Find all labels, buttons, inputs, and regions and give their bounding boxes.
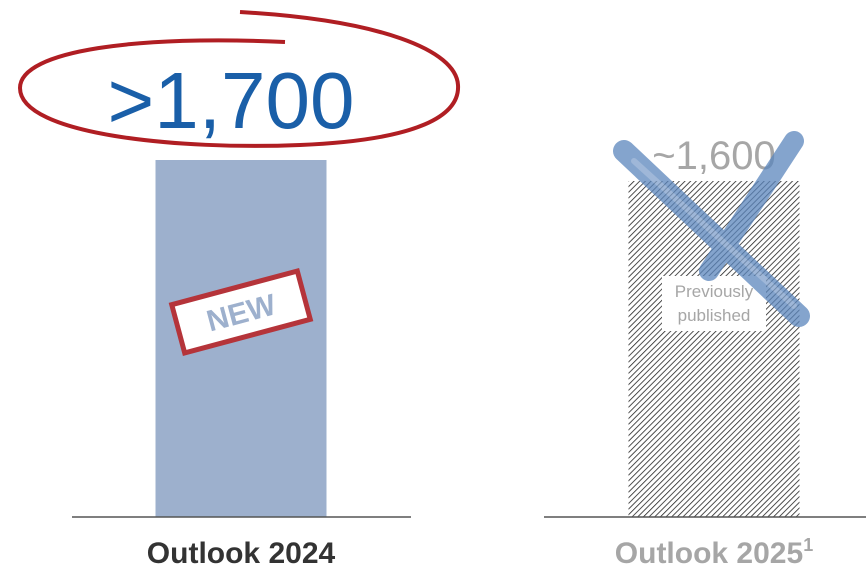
category-text: Outlook 2025	[615, 537, 803, 570]
cross-stroke	[699, 131, 804, 281]
value-label: >1,700	[108, 56, 355, 145]
stamp-frame	[168, 267, 314, 357]
value-label: ~1,600	[652, 134, 775, 178]
annotation-line: published	[678, 306, 751, 325]
annotation-text: Previously published	[675, 282, 754, 325]
cross-out	[613, 131, 810, 327]
highlight-ellipse	[17, 10, 461, 148]
category-label: Outlook 20251	[615, 535, 813, 570]
annotation-box	[662, 276, 766, 331]
annotation-line: Previously	[675, 282, 754, 301]
category-text: Outlook 2024	[147, 537, 336, 570]
category-superscript: 1	[803, 535, 813, 555]
category-label: Outlook 2024	[147, 537, 336, 570]
new-stamp: NEW	[168, 267, 314, 357]
cross-stroke	[631, 158, 797, 309]
